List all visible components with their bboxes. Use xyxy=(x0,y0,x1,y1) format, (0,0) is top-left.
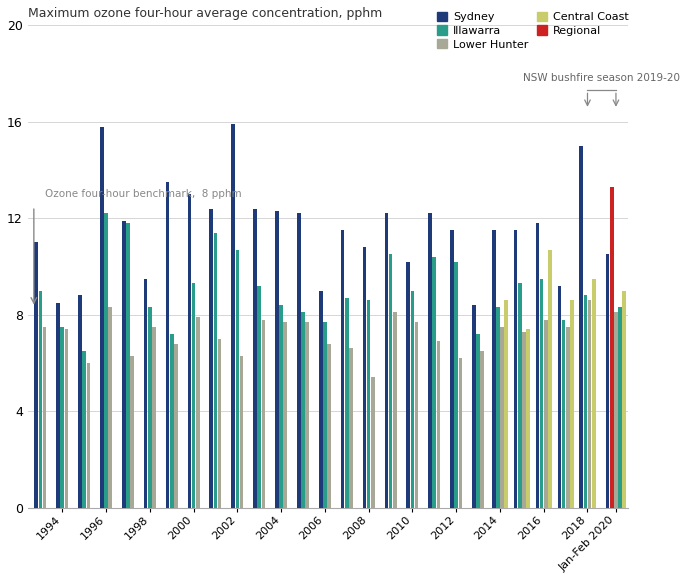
Bar xyxy=(606,255,609,508)
Bar xyxy=(522,332,526,508)
Bar xyxy=(65,329,68,508)
Bar xyxy=(104,213,108,508)
Bar xyxy=(275,211,279,508)
Bar xyxy=(239,356,244,508)
Bar xyxy=(459,358,462,508)
Bar xyxy=(126,223,130,508)
Bar xyxy=(514,230,518,508)
Bar xyxy=(323,322,327,508)
Bar xyxy=(363,247,366,508)
Bar xyxy=(580,146,583,508)
Bar xyxy=(496,307,500,508)
Bar xyxy=(504,300,508,508)
Bar xyxy=(196,317,199,508)
Bar xyxy=(235,249,239,508)
Bar xyxy=(500,327,504,508)
Bar xyxy=(214,233,217,508)
Bar xyxy=(610,187,613,507)
Text: NSW bushfire season 2019-20: NSW bushfire season 2019-20 xyxy=(523,73,680,83)
Bar xyxy=(367,300,371,508)
Bar xyxy=(297,213,301,508)
Bar xyxy=(86,363,90,508)
Bar xyxy=(345,298,348,508)
Bar xyxy=(349,349,353,508)
Bar xyxy=(279,305,283,508)
Bar xyxy=(122,220,126,508)
Bar xyxy=(262,320,265,508)
Bar xyxy=(411,291,414,508)
Bar xyxy=(188,194,191,508)
Bar xyxy=(108,307,112,508)
Bar xyxy=(492,230,495,508)
Bar xyxy=(433,257,436,508)
Text: Maximum ozone four-hour average concentration, pphm: Maximum ozone four-hour average concentr… xyxy=(28,7,383,20)
Bar xyxy=(535,223,540,508)
Bar xyxy=(526,329,530,508)
Bar xyxy=(618,307,622,508)
Bar xyxy=(57,303,60,508)
Bar xyxy=(152,327,156,508)
Bar xyxy=(622,291,626,508)
Bar xyxy=(562,320,565,508)
Bar xyxy=(371,378,375,508)
Bar xyxy=(61,327,64,508)
Bar xyxy=(548,249,552,508)
Bar xyxy=(210,209,213,508)
Bar xyxy=(284,322,287,508)
Bar xyxy=(170,334,174,508)
Bar xyxy=(100,126,104,508)
Bar xyxy=(476,334,480,508)
Bar xyxy=(192,284,195,508)
Bar xyxy=(570,300,573,508)
Bar xyxy=(148,307,152,508)
Bar xyxy=(39,291,42,508)
Bar xyxy=(428,213,432,508)
Bar xyxy=(454,262,458,508)
Bar xyxy=(384,213,388,508)
Bar xyxy=(518,284,522,508)
Bar xyxy=(82,351,86,508)
Bar xyxy=(78,295,82,508)
Bar xyxy=(306,322,309,508)
Bar xyxy=(144,278,148,508)
Bar xyxy=(415,322,418,508)
Bar xyxy=(218,339,221,508)
Bar xyxy=(166,182,169,508)
Bar xyxy=(540,278,544,508)
Bar xyxy=(406,262,410,508)
Bar xyxy=(34,242,38,508)
Bar xyxy=(327,344,331,508)
Bar xyxy=(388,255,393,508)
Bar xyxy=(257,286,261,508)
Bar xyxy=(592,278,595,508)
Bar xyxy=(472,305,475,508)
Bar xyxy=(437,341,440,508)
Bar xyxy=(130,356,134,508)
Bar xyxy=(341,230,344,508)
Bar xyxy=(566,327,569,508)
Bar xyxy=(544,320,548,508)
Bar xyxy=(174,344,178,508)
Legend: Sydney, Illawarra, Lower Hunter, Central Coast, Regional: Sydney, Illawarra, Lower Hunter, Central… xyxy=(437,12,629,49)
Text: Ozone four-hour benchmark,  8 pphm: Ozone four-hour benchmark, 8 pphm xyxy=(45,189,241,199)
Bar xyxy=(614,312,618,508)
Bar xyxy=(253,209,257,508)
Bar xyxy=(393,312,397,508)
Bar xyxy=(588,300,591,508)
Bar xyxy=(480,351,484,508)
Bar xyxy=(558,286,561,508)
Bar xyxy=(43,327,46,508)
Bar xyxy=(231,124,235,508)
Bar xyxy=(301,312,305,508)
Bar xyxy=(319,291,322,508)
Bar xyxy=(450,230,454,508)
Bar xyxy=(584,295,587,508)
